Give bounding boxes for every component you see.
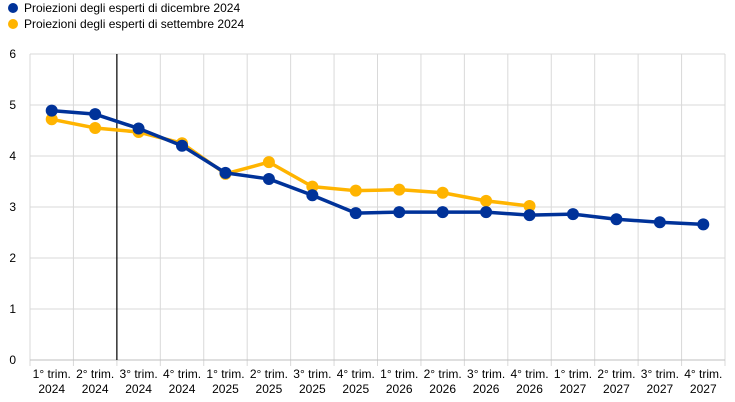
x-tick-label: 2° trim. 2026 <box>424 367 462 396</box>
series-point-1 <box>89 108 102 121</box>
series-point-1 <box>393 206 406 219</box>
y-tick-label: 4 <box>9 149 16 163</box>
y-tick-label: 0 <box>9 353 16 367</box>
series-point-1 <box>45 104 58 117</box>
x-tick-label: 4° trim. 2025 <box>337 367 375 396</box>
series-line-1 <box>49 108 706 227</box>
x-tick-label: 3° trim. 2025 <box>293 367 331 396</box>
y-tick-label: 2 <box>9 251 16 265</box>
series-point-1 <box>349 207 362 220</box>
series-point-1 <box>219 166 232 179</box>
series-point-1 <box>610 213 623 226</box>
series-point-1 <box>653 216 666 229</box>
series-point-1 <box>523 209 536 222</box>
series-point-1 <box>176 139 189 152</box>
series-point-0 <box>436 186 449 199</box>
chart-legend: Proiezioni degli esperti di dicembre 202… <box>8 0 244 32</box>
x-tick-label: 2° trim. 2024 <box>76 367 114 396</box>
series-layer <box>45 104 710 231</box>
series-point-1 <box>480 206 493 219</box>
series-point-0 <box>262 156 275 169</box>
series-point-1 <box>697 218 710 231</box>
y-tick-label: 3 <box>9 200 16 214</box>
x-tick-label: 3° trim. 2024 <box>120 367 158 396</box>
series-point-1 <box>436 206 449 219</box>
series-point-0 <box>393 183 406 196</box>
series-point-1 <box>566 208 579 221</box>
x-tick-label: 1° trim. 2027 <box>554 367 592 396</box>
x-tick-label: 1° trim. 2024 <box>33 367 71 396</box>
x-tick-label: 4° trim. 2026 <box>510 367 548 396</box>
series-point-0 <box>45 113 58 126</box>
legend-marker-settembre <box>8 19 18 29</box>
legend-item-settembre: Proiezioni degli esperti di settembre 20… <box>8 16 244 32</box>
x-tick-label: 4° trim. 2024 <box>163 367 201 396</box>
x-tick-label: 3° trim. 2027 <box>641 367 679 396</box>
series-point-0 <box>349 184 362 197</box>
series-point-0 <box>89 121 102 134</box>
x-tick-label: 4° trim. 2027 <box>684 367 722 396</box>
grid-layer <box>29 53 726 366</box>
series-point-0 <box>480 194 493 207</box>
y-tick-label: 6 <box>9 47 16 61</box>
series-point-0 <box>523 199 536 212</box>
legend-label-dicembre: Proiezioni degli esperti di dicembre 202… <box>24 1 241 15</box>
legend-marker-dicembre <box>8 3 18 13</box>
x-tick-label: 1° trim. 2025 <box>206 367 244 396</box>
legend-label-settembre: Proiezioni degli esperti di settembre 20… <box>24 17 245 31</box>
x-tick-label: 1° trim. 2026 <box>380 367 418 396</box>
y-tick-label: 1 <box>9 302 16 316</box>
series-line-0 <box>49 117 532 208</box>
x-tick-label: 3° trim. 2026 <box>467 367 505 396</box>
y-tick-label: 5 <box>9 98 16 112</box>
x-tick-label: 2° trim. 2025 <box>250 367 288 396</box>
series-point-1 <box>306 189 319 202</box>
series-point-1 <box>132 122 145 135</box>
x-tick-label: 2° trim. 2027 <box>597 367 635 396</box>
series-point-1 <box>262 172 275 185</box>
legend-item-dicembre: Proiezioni degli esperti di dicembre 202… <box>8 0 244 16</box>
series-point-0 <box>306 180 319 193</box>
